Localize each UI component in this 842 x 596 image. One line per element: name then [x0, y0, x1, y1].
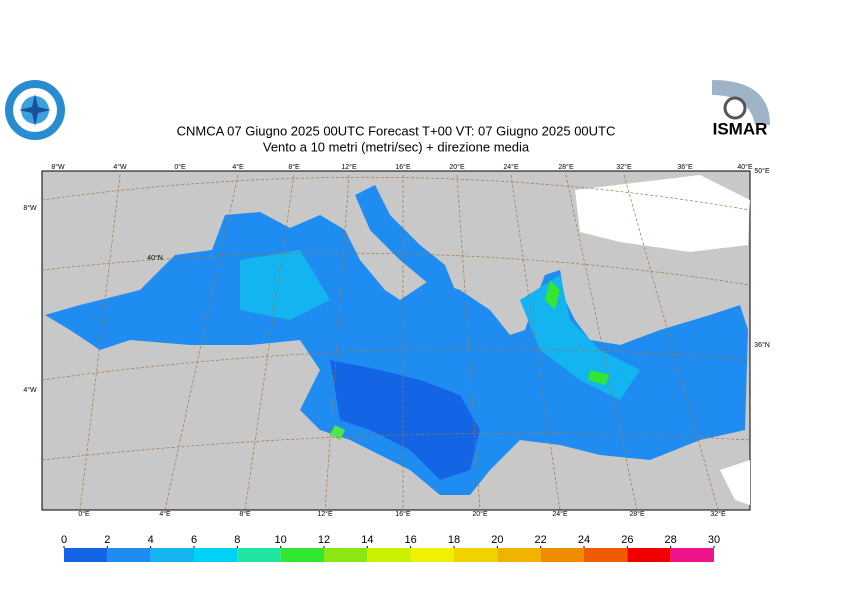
coordinate-label: 4°E: [232, 163, 244, 171]
colorbar-label: 20: [491, 534, 503, 546]
colorbar: 0 2 4 6 8 10 12 14 16 18 20 22 24 26 28 30: [61, 534, 720, 562]
coordinate-label: 40°N: [147, 254, 163, 262]
colorbar-swatch: [367, 548, 411, 562]
coordinate-label: 40°E: [737, 163, 753, 171]
colorbar-label: 22: [535, 534, 547, 546]
colorbar-swatch: [410, 548, 454, 562]
coordinate-label: 8°E: [239, 510, 251, 518]
colorbar-label: 0: [61, 534, 67, 546]
colorbar-label: 24: [578, 534, 590, 546]
coordinate-label: 0°E: [174, 163, 186, 171]
colorbar-swatch: [107, 548, 151, 562]
colorbar-label: 26: [621, 534, 633, 546]
coordinate-label: 28°E: [558, 163, 574, 171]
colorbar-label: 8: [234, 534, 240, 546]
colorbar-swatch: [627, 548, 671, 562]
coordinate-label: 12°E: [341, 163, 357, 171]
coordinate-label: 8°E: [288, 163, 300, 171]
colorbar-label: 6: [191, 534, 197, 546]
map-area: [41, 170, 751, 511]
coordinate-labels: 8°W 4°W 0°E 4°E 8°E 12°E 16°E 20°E 24°E 28°E 32°E 3…: [23, 163, 770, 518]
coordinate-label: 16°E: [395, 163, 411, 171]
colorbar-swatch: [670, 548, 714, 562]
colorbar-swatch: [540, 548, 584, 562]
coordinate-label: 4°E: [159, 510, 171, 518]
coordinate-label: 24°E: [503, 163, 519, 171]
colorbar-swatch: [584, 548, 628, 562]
coordinate-label: 32°E: [710, 510, 726, 518]
colorbar-label: 14: [361, 534, 373, 546]
colorbar-label: 28: [665, 534, 677, 546]
title: CNMCA 07 Giugno 2025 00UTC Forecast T+00…: [177, 123, 616, 138]
coordinate-label: 28°E: [629, 510, 645, 518]
colorbar-label: 30: [708, 534, 720, 546]
colorbar-swatch: [237, 548, 281, 562]
colorbar-swatch: [454, 548, 498, 562]
coordinate-label: 36°N: [754, 341, 770, 349]
coordinate-label: 8°W: [51, 163, 65, 171]
colorbar-swatch: [64, 548, 108, 562]
coordinate-label: 4°W: [113, 163, 127, 171]
coordinate-label: 4°W: [23, 386, 37, 394]
colorbar-swatch: [280, 548, 324, 562]
coordinate-label: 24°E: [552, 510, 568, 518]
colorbar-label: 4: [148, 534, 154, 546]
colorbar-label: 16: [405, 534, 417, 546]
colorbar-label: 2: [104, 534, 110, 546]
colorbar-swatch: [194, 548, 238, 562]
coordinate-label: 8°W: [23, 204, 37, 212]
coordinate-label: 20°E: [449, 163, 465, 171]
colorbar-swatch: [497, 548, 541, 562]
coordinate-label: 0°E: [78, 510, 90, 518]
coordinate-label: 32°E: [616, 163, 632, 171]
logo-right: ISMAR: [710, 80, 770, 142]
subtitle: Vento a 10 metri (metri/sec) + direzione…: [263, 139, 530, 154]
coordinate-label: 50°E: [754, 167, 770, 175]
coordinate-label: 12°E: [317, 510, 333, 518]
logo-text: ISMAR: [713, 119, 768, 138]
logo-left: [5, 80, 65, 140]
coordinate-label: 16°E: [395, 510, 411, 518]
colorbar-swatch: [150, 548, 194, 562]
colorbar-label: 10: [275, 534, 287, 546]
coordinate-label: 20°E: [472, 510, 488, 518]
coordinate-label: 36°E: [677, 163, 693, 171]
colorbar-swatch: [324, 548, 368, 562]
colorbar-label: 12: [318, 534, 330, 546]
colorbar-label: 18: [448, 534, 460, 546]
